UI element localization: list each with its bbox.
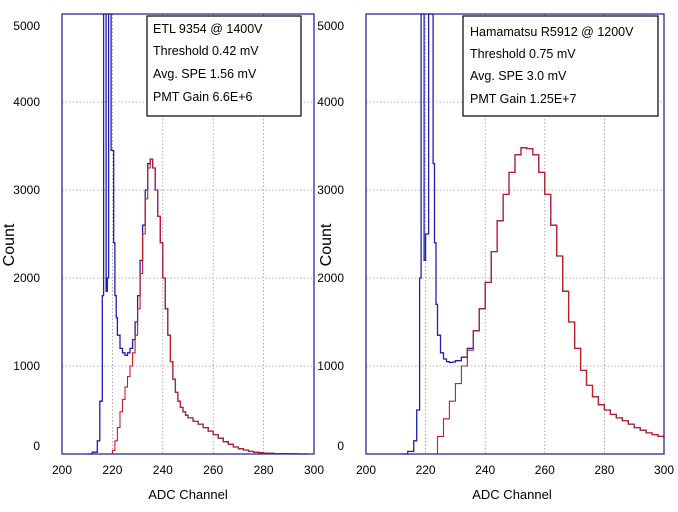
left-x-tick-200: 200	[52, 463, 72, 477]
right-series-thresholded	[431, 147, 665, 455]
right-y-tick-0: 0	[337, 439, 344, 453]
left-x-axis-label: ADC Channel	[148, 487, 228, 502]
left-y-tick-3000: 3000	[13, 183, 40, 197]
left-legend-frame	[146, 15, 302, 117]
left-panel: Count ADC Channel 010002000300040005000 …	[1, 13, 324, 502]
right-y-tick-1000: 1000	[317, 359, 344, 373]
left-y-tick-1000: 1000	[13, 359, 40, 373]
right-x-tick-220: 220	[416, 463, 436, 477]
left-y-tick-4000: 4000	[13, 95, 40, 109]
left-legend-line-4: PMT Gain 6.6E+6	[153, 90, 253, 104]
right-legend-line-2: Threshold 0.75 mV	[470, 47, 576, 61]
right-y-tick-labels: 0 1000 2000 3000 4000 5000	[317, 19, 344, 453]
left-x-tick-280: 280	[254, 463, 274, 477]
left-legend-line-1: ETL 9354 @ 1400V	[153, 22, 263, 36]
left-legend-line-2: Threshold 0.42 mV	[153, 44, 259, 58]
right-gridlines	[366, 14, 664, 454]
left-x-tick-220: 220	[102, 463, 122, 477]
right-x-tick-260: 260	[535, 463, 555, 477]
left-legend-box: ETL 9354 @ 1400V Threshold 0.42 mV Avg. …	[146, 15, 302, 117]
right-y-tick-5000: 5000	[317, 19, 344, 33]
left-y-tick-labels: 0 1000 2000 3000 4000 5000	[13, 19, 40, 453]
left-x-tick-240: 240	[153, 463, 173, 477]
right-x-axis-label: ADC Channel	[472, 487, 552, 502]
right-panel: Count ADC Channel 010002000300040005000 …	[317, 13, 674, 502]
left-x-tick-300: 300	[304, 463, 324, 477]
right-x-tick-labels: 200 220 240 260 280 300	[356, 463, 674, 477]
left-y-axis-label: Count	[1, 223, 18, 266]
left-y-tick-2000: 2000	[13, 271, 40, 285]
right-x-tick-280: 280	[594, 463, 614, 477]
right-x-tick-300: 300	[654, 463, 674, 477]
left-y-tick-5000: 5000	[13, 19, 40, 33]
right-legend-frame	[462, 15, 659, 117]
right-y-tick-4000: 4000	[317, 95, 344, 109]
right-legend-line-3: Avg. SPE 3.0 mV	[470, 69, 567, 83]
left-plot-frame	[61, 13, 315, 455]
right-plot-frame	[365, 13, 665, 455]
right-legend-line-4: PMT Gain 1.25E+7	[470, 92, 576, 106]
left-y-tick-0: 0	[33, 439, 40, 453]
right-x-tick-240: 240	[475, 463, 495, 477]
right-y-tick-3000: 3000	[317, 183, 344, 197]
right-y-axis-label: Count	[318, 223, 335, 266]
right-legend-line-1: Hamamatsu R5912 @ 1200V	[470, 25, 634, 39]
right-x-tick-200: 200	[356, 463, 376, 477]
left-plot-series	[87, 13, 309, 455]
left-x-tick-labels: 200 220 240 260 280 300	[52, 463, 324, 477]
right-y-tick-2000: 2000	[317, 271, 344, 285]
left-series-thresholded	[109, 158, 309, 455]
left-legend-line-3: Avg. SPE 1.56 mV	[153, 67, 257, 81]
left-x-tick-260: 260	[203, 463, 223, 477]
right-legend-box: Hamamatsu R5912 @ 1200V Threshold 0.75 m…	[462, 15, 659, 117]
